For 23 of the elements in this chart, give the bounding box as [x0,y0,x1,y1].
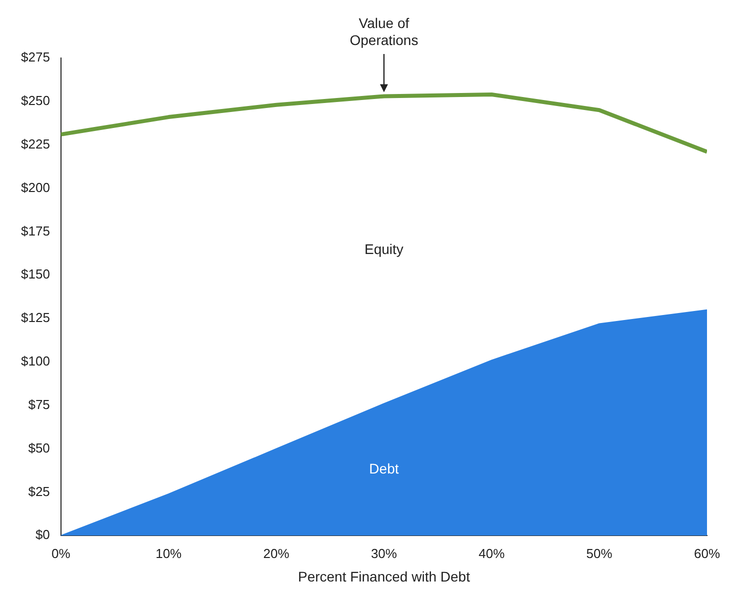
y-tick-label: $225 [21,136,50,152]
y-tick-label: $250 [21,92,50,108]
x-tick-label: 20% [263,546,290,561]
y-tick-label: $0 [35,527,50,542]
y-tick-label: $175 [21,223,50,238]
annotation: Equity [364,240,404,257]
y-tick-label: $200 [21,180,50,195]
series-label: Debt [369,460,399,476]
x-tick-label: 0% [52,546,71,561]
x-axis-title: Percent Financed with Debt [298,568,470,584]
x-tick-label: 40% [478,546,506,561]
x-tick-label: 10% [156,546,182,561]
y-tick-label: $150 [21,266,50,282]
x-tick-label: 50% [586,546,613,561]
y-tick-label: $25 [28,484,50,499]
text: Value of Operations [350,14,418,48]
y-tick-label: $275 [21,50,50,65]
x-tick-label: 30% [370,546,398,561]
x-tick-label: 60% [694,546,720,561]
y-tick-label: $100 [21,354,50,369]
y-tick-label: $75 [28,396,50,412]
y-tick-label: $50 [28,440,50,456]
y-tick-label: $125 [21,310,50,326]
